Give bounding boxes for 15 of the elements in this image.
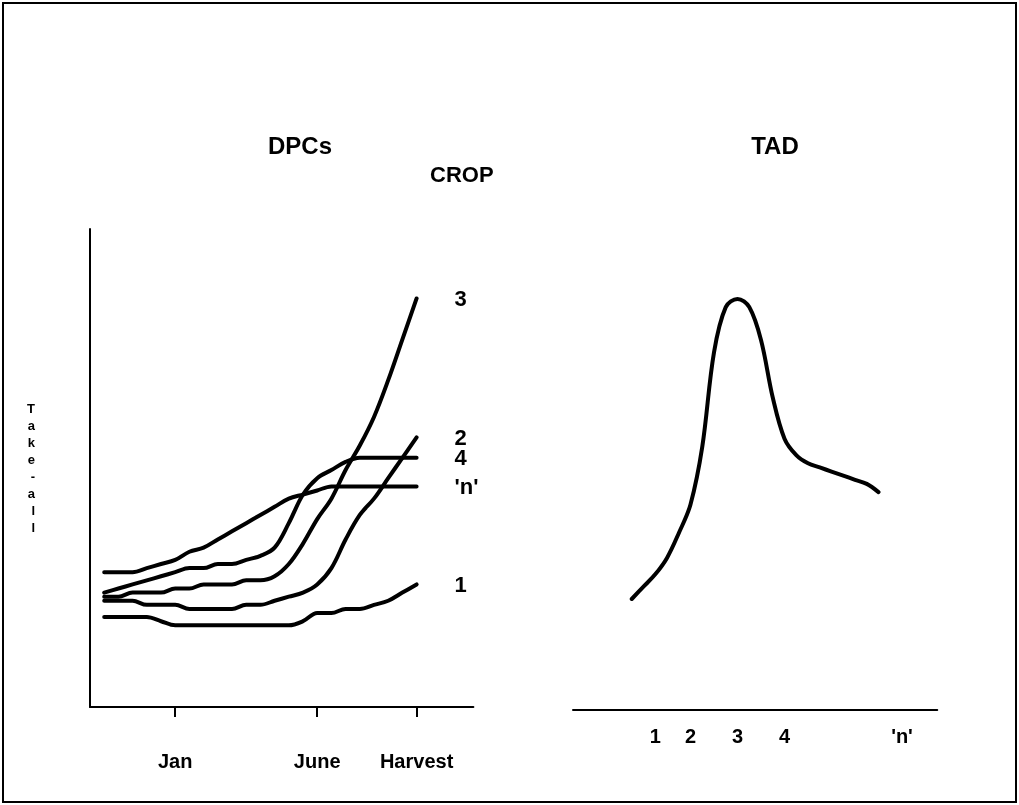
x-tick-label: Harvest (379, 750, 454, 772)
series-label: 'n' (454, 473, 479, 499)
legend-title: CROP (430, 161, 494, 187)
y-axis-title: Take-all (27, 401, 36, 535)
chart-title: TAD (751, 131, 799, 159)
x-tick-label: Jan (157, 750, 193, 772)
x-tick-label: 'n' (891, 725, 913, 747)
x-tick-label: 2 (684, 725, 697, 747)
x-tick-label: 1 (649, 725, 661, 747)
chart-title: DPCs (267, 131, 333, 159)
x-tick-label: 4 (778, 725, 791, 747)
x-tick-label: 3 (731, 725, 744, 747)
x-tick-label: June (293, 750, 341, 772)
series-label: 3 (454, 285, 467, 311)
series-label: 1 (454, 571, 467, 597)
